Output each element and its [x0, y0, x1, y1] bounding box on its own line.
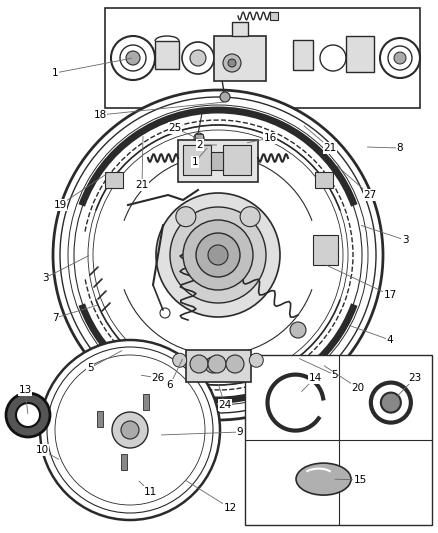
Circle shape	[228, 59, 236, 67]
Circle shape	[249, 353, 263, 367]
Bar	[315, 172, 333, 188]
Ellipse shape	[296, 463, 351, 495]
Bar	[223, 145, 251, 175]
Text: 8: 8	[367, 143, 403, 153]
Text: 18: 18	[93, 102, 224, 120]
Text: 14: 14	[301, 373, 321, 392]
Circle shape	[60, 97, 376, 413]
Bar	[105, 8, 420, 108]
Circle shape	[220, 92, 230, 102]
Text: 15: 15	[335, 475, 367, 485]
Circle shape	[226, 355, 244, 373]
Bar	[313, 235, 338, 265]
Circle shape	[6, 393, 50, 437]
Bar	[293, 40, 313, 70]
Circle shape	[68, 105, 368, 405]
Circle shape	[208, 245, 228, 265]
Bar	[183, 145, 211, 175]
Circle shape	[176, 207, 196, 227]
Bar	[232, 22, 248, 36]
Circle shape	[74, 111, 362, 399]
Text: 26: 26	[141, 373, 165, 383]
Bar	[143, 394, 149, 410]
Circle shape	[120, 45, 146, 71]
Circle shape	[170, 207, 266, 303]
Bar	[155, 41, 179, 69]
Bar	[178, 140, 258, 182]
Text: 2: 2	[197, 140, 217, 150]
Text: 13: 13	[18, 385, 32, 414]
Text: 5: 5	[299, 359, 338, 380]
Text: 17: 17	[327, 265, 397, 300]
Circle shape	[182, 42, 214, 74]
Circle shape	[55, 355, 205, 505]
Circle shape	[380, 38, 420, 78]
Circle shape	[196, 233, 240, 277]
Circle shape	[223, 54, 241, 72]
Circle shape	[126, 51, 140, 65]
Text: 1: 1	[52, 58, 132, 78]
Circle shape	[47, 347, 213, 513]
Circle shape	[290, 322, 306, 338]
Circle shape	[205, 357, 221, 373]
Circle shape	[183, 220, 253, 290]
Circle shape	[194, 133, 204, 143]
Circle shape	[112, 412, 148, 448]
Bar	[97, 411, 103, 427]
Bar	[211, 152, 223, 170]
Text: 4: 4	[350, 326, 393, 345]
Bar	[346, 36, 374, 72]
Text: 6: 6	[167, 359, 182, 390]
Text: 20: 20	[324, 366, 364, 393]
Bar	[105, 172, 123, 188]
Bar	[270, 12, 278, 20]
Circle shape	[388, 46, 412, 70]
Bar	[186, 350, 251, 382]
Text: 7: 7	[52, 305, 97, 323]
Text: 24: 24	[219, 384, 232, 410]
Circle shape	[320, 45, 346, 71]
Text: 27: 27	[337, 166, 377, 200]
Text: 21: 21	[304, 126, 337, 153]
Circle shape	[371, 383, 411, 423]
Bar	[121, 454, 127, 470]
Text: 3: 3	[361, 225, 408, 245]
Circle shape	[156, 193, 280, 317]
Circle shape	[208, 355, 226, 373]
Circle shape	[240, 207, 260, 227]
Bar	[245, 355, 432, 525]
Text: 11: 11	[139, 481, 157, 497]
Text: 19: 19	[53, 174, 107, 210]
Circle shape	[173, 353, 187, 367]
Text: 21: 21	[135, 136, 148, 190]
Text: 9: 9	[161, 427, 244, 437]
Text: 12: 12	[186, 481, 237, 513]
Circle shape	[111, 36, 155, 80]
Bar	[195, 134, 203, 139]
Bar	[214, 36, 266, 81]
Text: 1: 1	[192, 148, 207, 167]
Circle shape	[16, 403, 40, 427]
Circle shape	[121, 421, 139, 439]
Text: 5: 5	[87, 351, 122, 373]
Text: 16: 16	[247, 133, 277, 143]
Circle shape	[394, 52, 406, 64]
Circle shape	[40, 340, 220, 520]
Circle shape	[190, 50, 206, 66]
Text: 25: 25	[168, 123, 202, 140]
Circle shape	[190, 355, 208, 373]
Text: 23: 23	[397, 373, 422, 397]
Circle shape	[53, 90, 383, 420]
Text: 10: 10	[35, 445, 59, 459]
Text: 3: 3	[42, 256, 89, 283]
Circle shape	[381, 393, 401, 413]
